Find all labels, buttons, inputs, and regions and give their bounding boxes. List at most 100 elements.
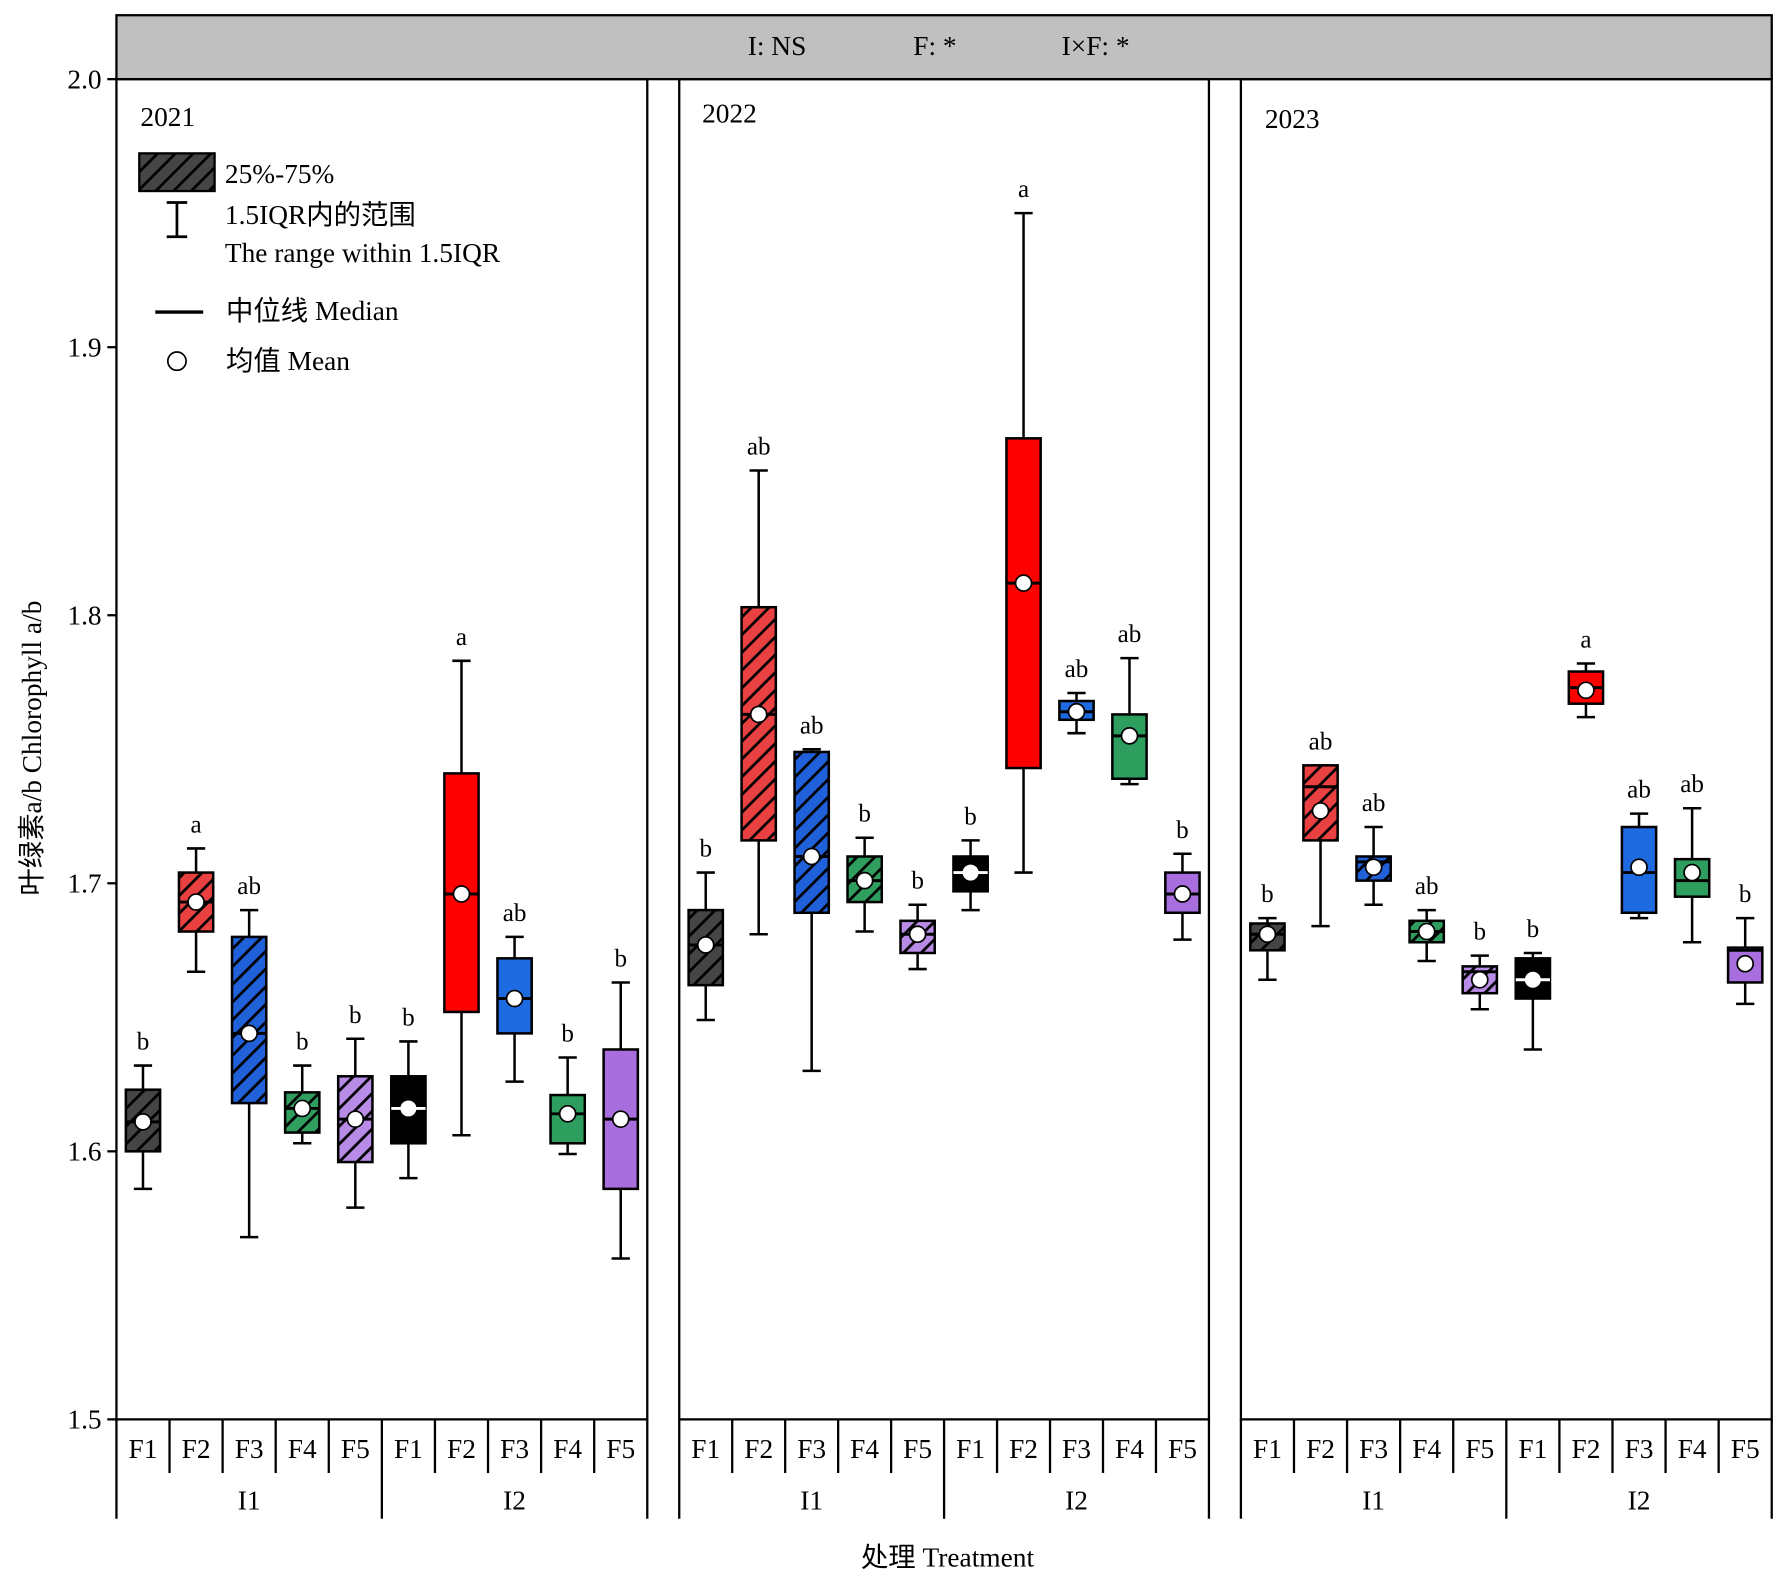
category-label: F4 [1115,1434,1144,1464]
significance-letter: ab [747,434,771,461]
significance-letter: b [296,1029,309,1056]
box-i2-f5: b [1164,817,1201,941]
mean-marker [749,705,768,724]
mean-marker [1173,885,1192,903]
category-label: F5 [1731,1434,1760,1464]
category-label: F5 [606,1434,635,1464]
mean-marker [1417,922,1436,941]
iqr-box [496,957,533,1035]
y-tick-label: 1.5 [67,1405,101,1435]
mean-marker [1630,858,1648,877]
panel-title: 2021 [140,102,195,132]
category-label: F1 [394,1434,423,1464]
significance-letter: b [911,868,924,895]
significance-letter: ab [1627,777,1651,804]
box-i2-f3: ab [1620,777,1658,920]
box-i2-f4: b [549,1021,587,1156]
y-tick-label: 1.8 [67,600,101,630]
box-i2-f4: ab [1673,771,1711,944]
significance-letter: b [699,836,712,863]
iqr-box [230,935,268,1105]
mean-marker [611,1110,630,1129]
box-i1-f2: ab [1302,728,1339,928]
y-tick-label: 1.6 [67,1136,101,1166]
mean-marker [187,893,205,911]
significance-letter: a [1580,627,1591,654]
legend-whisker-label-en: The range within 1.5IQR [225,238,501,268]
category-label: F3 [1625,1434,1654,1464]
legend-whisker-swatch [166,201,188,239]
category-label: F4 [288,1434,317,1464]
significance-letter: ab [1309,728,1333,755]
mean-marker [505,989,524,1008]
mean-marker [346,1110,365,1129]
box-i2-f1: b [390,1004,427,1180]
panel-0: 2021 b F1 a F2 ab F3 b F4 b F5 I1 b F1 a F2 ab F3 b F4 b F5 I2 [115,78,649,1519]
significance-letter: b [1473,919,1486,946]
group-label: I1 [238,1486,261,1516]
group-label: I2 [1065,1486,1088,1516]
significance-letter: ab [1362,790,1386,817]
y-axis-title: 叶绿素a/b Chlorophyll a/b [17,601,47,896]
category-label: F3 [1062,1434,1091,1464]
category-label: F5 [903,1434,932,1464]
mean-marker [1258,925,1277,944]
significance-letter: ab [1415,873,1439,900]
mean-marker [1120,727,1139,745]
category-label: F1 [956,1434,985,1464]
category-label: F1 [691,1434,720,1464]
group-label: I1 [800,1486,823,1516]
category-label: F2 [182,1434,211,1464]
box-i2-f2: a [1567,627,1605,719]
interaction-effect-label: I×F: * [1062,31,1130,61]
box-i2-f5: b [1726,881,1764,1006]
category-label: F5 [341,1434,370,1464]
significance-header: I: NS F: * I×F: * [115,14,1773,81]
category-label: F2 [1009,1434,1038,1464]
panel-frame [115,78,649,1421]
box-i2-f4: ab [1111,621,1148,786]
box-i1-f1: b [1249,881,1286,982]
mean-marker [696,936,715,954]
box-i2-f2: a [1005,176,1042,874]
significance-letter: ab [503,900,527,927]
y-tick-label: 1.9 [67,332,101,362]
y-tick-label: 2.0 [67,64,101,94]
box-i1-f5: b [336,1002,374,1209]
mean-marker [1014,574,1033,592]
group-label: I2 [503,1486,526,1516]
significance-letter: b [614,945,627,972]
panel-2: 2023 b F1 ab F2 ab F3 ab F4 b F5 I1 b F1 a F2 ab F3 ab F4 b F… [1239,78,1773,1519]
iqr-box [740,605,778,842]
mean-marker [1683,863,1701,882]
significance-letter: b [561,1021,574,1048]
significance-letter: b [402,1004,415,1031]
header-strip [115,14,1773,81]
significance-letter: b [858,801,871,828]
x-axis-title: 处理 Treatment [861,1543,1035,1573]
fertilizer-effect-label: F: * [913,31,956,61]
mean-marker [452,885,471,903]
significance-letter: b [964,803,977,830]
iqr-box [1111,713,1148,781]
mean-marker [962,864,979,881]
significance-letter: ab [1118,621,1142,648]
box-i2-f3: ab [1058,656,1095,735]
category-label: F3 [235,1434,264,1464]
box-i2-f3: ab [496,900,533,1083]
legend-mean-label: 均值 Mean [226,346,350,376]
category-label: F3 [797,1434,826,1464]
category-label: F4 [850,1434,879,1464]
mean-marker [1524,971,1541,988]
iqr-box [793,750,831,915]
category-label: F2 [447,1434,476,1464]
legend-box-label: 25%-75% [225,159,334,189]
mean-marker [855,871,874,890]
category-label: F4 [1412,1434,1441,1464]
box-i1-f2: ab [740,434,778,936]
box-i1-f4: ab [1408,873,1446,963]
category-label: F4 [1678,1434,1707,1464]
irrigation-effect-label: I: NS [748,31,807,61]
category-label: F3 [1359,1434,1388,1464]
box-i1-f3: ab [1355,790,1392,906]
